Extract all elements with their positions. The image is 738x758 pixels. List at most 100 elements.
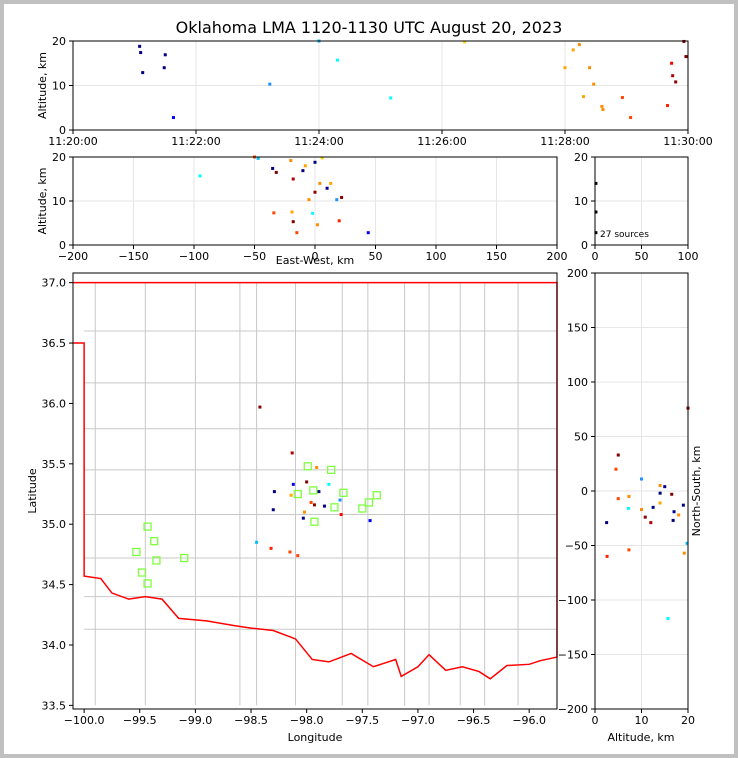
lightning-source-point (592, 82, 596, 86)
lightning-source-point (171, 116, 175, 120)
y-tick-label: 10 (52, 80, 66, 93)
lightning-source-point (315, 223, 319, 227)
x-tick-label: −98.0 (290, 714, 324, 727)
y-axis-label: Latitude (26, 468, 39, 514)
lightning-source-point (289, 159, 293, 163)
lightning-source-point (605, 521, 609, 525)
lightning-source-point (563, 66, 567, 70)
lightning-source-point (674, 80, 678, 84)
y-tick-label: 34.5 (42, 579, 67, 592)
lightning-source-point (295, 231, 299, 235)
lightning-source-point (256, 156, 260, 160)
lightning-source-point (317, 490, 321, 494)
x-tick-label: 10 (635, 714, 649, 727)
y-tick-label: 36.5 (42, 337, 67, 350)
lightning-source-point (614, 467, 618, 471)
histogram-point (594, 181, 598, 185)
lightning-source-point (329, 181, 333, 185)
x-tick-label: −150 (118, 250, 148, 263)
lightning-source-point (671, 518, 675, 522)
x-tick-label: 0 (592, 250, 599, 263)
lightning-source-point (640, 477, 643, 481)
x-tick-label: 11:24:00 (294, 135, 343, 148)
lightning-source-point (588, 66, 592, 70)
x-tick-label: −97.0 (401, 714, 435, 727)
y-tick-label: 0 (59, 239, 66, 252)
lightning-source-point (649, 521, 653, 525)
lightning-source-point (581, 95, 585, 99)
plan-view-panel (72, 272, 558, 710)
x-tick-label: −96.5 (457, 714, 491, 727)
x-tick-label: 0 (592, 714, 599, 727)
lightning-source-point (670, 61, 674, 65)
x-tick-label: 11:30:00 (663, 135, 712, 148)
lightning-source-point (318, 181, 322, 185)
lightning-source-point (291, 220, 295, 224)
x-tick-label: 11:28:00 (540, 135, 589, 148)
state-border (73, 281, 558, 680)
lightning-source-point (322, 504, 326, 508)
lightning-source-point (325, 186, 329, 190)
x-tick-label: −50 (243, 250, 266, 263)
histogram-point (594, 231, 598, 235)
x-tick-label: −99.0 (179, 714, 213, 727)
lightning-source-point (162, 66, 166, 70)
y-axis-label: Altitude, km (36, 52, 49, 119)
lightning-source-point (626, 506, 630, 510)
lightning-source-point (255, 540, 259, 544)
lightning-source-point (616, 453, 620, 457)
lightning-source-point (335, 198, 339, 202)
lightning-source-point (671, 74, 675, 78)
lma-station-marker (143, 522, 152, 531)
lma-station-marker (303, 462, 312, 471)
x-axis-label: Longitude (288, 731, 343, 744)
lightning-source-point (672, 510, 676, 514)
lightning-source-point (303, 164, 307, 168)
lightning-source-point (463, 40, 467, 44)
y-tick-label: −50 (565, 540, 588, 553)
x-tick-label: −98.5 (234, 714, 268, 727)
lightning-source-point (290, 210, 294, 214)
lightning-source-point (339, 513, 343, 517)
lma-station-marker (364, 498, 374, 507)
lma-station-marker (180, 553, 189, 563)
lightning-source-point (571, 48, 575, 52)
lightning-source-point (366, 231, 370, 235)
lightning-source-point (258, 405, 262, 409)
x-tick-label: 0 (312, 250, 319, 263)
y-tick-label: −100 (558, 594, 588, 607)
y-tick-label: 37.0 (42, 277, 67, 290)
x-tick-label: −96.0 (512, 714, 546, 727)
y-tick-label: 34.0 (42, 639, 67, 652)
x-tick-label: 11:20:00 (48, 135, 97, 148)
x-tick-label: 150 (486, 250, 507, 263)
y-tick-label: 50 (574, 431, 588, 444)
lightning-source-point (315, 465, 319, 469)
lightning-source-point (666, 104, 669, 108)
lightning-source-point (601, 108, 605, 112)
lma-station-marker (152, 556, 161, 565)
lightning-source-point (663, 485, 667, 489)
histogram-point (594, 210, 598, 214)
lightning-source-point (138, 44, 142, 48)
x-tick-label: −97.5 (345, 714, 379, 727)
lightning-source-point (274, 170, 278, 174)
lightning-source-point (327, 482, 331, 486)
lightning-source-point (312, 503, 316, 507)
y-tick-label: 150 (567, 322, 588, 335)
lightning-source-point (640, 508, 643, 512)
y-tick-label: 36.0 (42, 397, 67, 410)
lightning-source-point (677, 513, 681, 517)
x-tick-label: 20 (681, 714, 695, 727)
lightning-source-point (338, 498, 342, 502)
x-tick-label: 100 (678, 250, 699, 263)
lightning-source-point (302, 510, 306, 514)
lightning-source-point (670, 492, 674, 496)
lightning-source-point (658, 491, 662, 495)
lightning-source-point (605, 554, 609, 558)
lightning-source-point (682, 551, 686, 555)
source-count-label: 27 sources (600, 230, 649, 240)
x-tick-label: 200 (547, 250, 568, 263)
lightning-source-point (301, 516, 305, 520)
lightning-source-point (272, 211, 276, 215)
